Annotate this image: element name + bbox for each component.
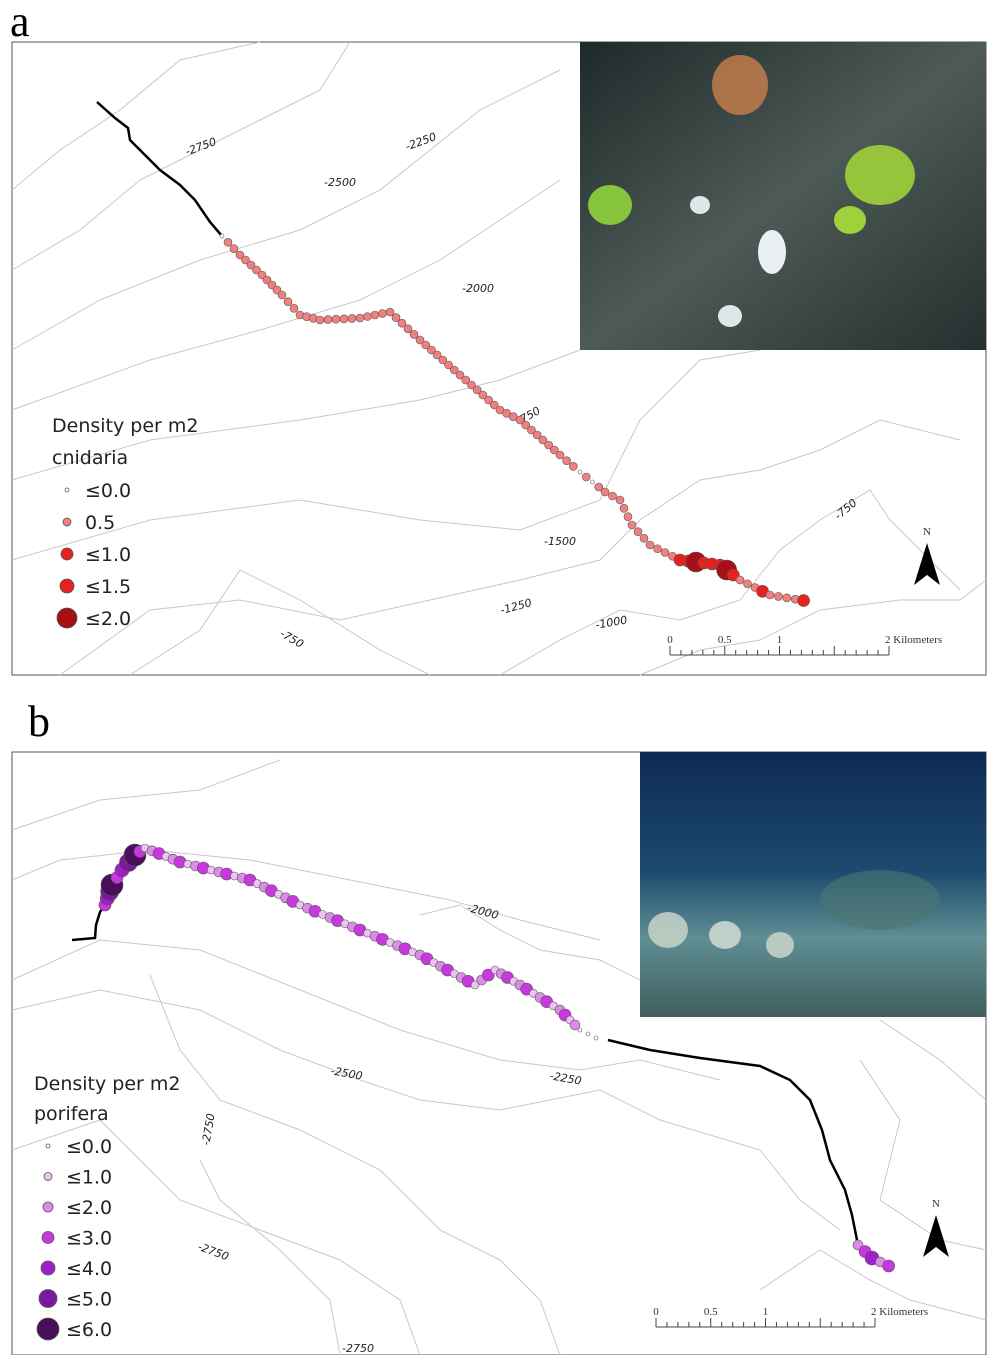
sample-point bbox=[883, 1260, 895, 1272]
sample-point bbox=[586, 1032, 590, 1036]
legend-label: 0.5 bbox=[85, 512, 115, 534]
sample-point bbox=[290, 304, 298, 312]
legend-symbol bbox=[60, 579, 74, 593]
sample-point bbox=[371, 311, 379, 319]
sample-point bbox=[284, 298, 292, 306]
legend-symbol bbox=[43, 1202, 53, 1212]
sample-point bbox=[620, 504, 628, 512]
sample-point bbox=[379, 310, 387, 318]
seafloor-photo bbox=[640, 752, 986, 1017]
sample-point bbox=[744, 580, 752, 588]
sample-point bbox=[582, 473, 590, 481]
sample-point bbox=[340, 315, 348, 323]
sample-point bbox=[616, 496, 624, 504]
legend-symbol bbox=[65, 488, 69, 492]
contour-label: -2750 bbox=[342, 1342, 374, 1355]
sample-point bbox=[783, 594, 791, 602]
sample-point bbox=[563, 457, 571, 465]
legend-symbol bbox=[63, 518, 71, 526]
scale-label: 1 bbox=[763, 1306, 769, 1318]
sample-point bbox=[628, 521, 636, 529]
sample-point bbox=[609, 492, 617, 500]
sample-point bbox=[591, 480, 595, 484]
legend-symbol bbox=[41, 1261, 55, 1275]
scale-label: 2 Kilometers bbox=[871, 1306, 928, 1318]
legend-label: ≤2.0 bbox=[85, 608, 131, 630]
panel-label: a bbox=[10, 0, 30, 46]
sample-point bbox=[774, 592, 782, 600]
legend-label: ≤1.5 bbox=[85, 576, 131, 598]
sample-point bbox=[766, 591, 774, 599]
legend-label: ≤6.0 bbox=[66, 1319, 112, 1341]
sample-point bbox=[736, 576, 744, 584]
sample-point bbox=[640, 534, 648, 542]
sample-point bbox=[594, 1036, 598, 1040]
legend-symbol bbox=[61, 548, 73, 560]
legend-title: Density per m2 bbox=[34, 1073, 180, 1095]
scale-label: 0 bbox=[653, 1306, 659, 1318]
legend-label: ≤3.0 bbox=[66, 1228, 112, 1250]
legend-label: ≤0.0 bbox=[85, 480, 131, 502]
sample-point bbox=[278, 291, 286, 299]
sample-point bbox=[654, 545, 662, 553]
sample-point bbox=[661, 549, 669, 557]
sample-point bbox=[624, 513, 632, 521]
sample-point bbox=[646, 541, 654, 549]
sample-point bbox=[224, 238, 232, 246]
legend-label: ≤2.0 bbox=[66, 1197, 112, 1219]
contour-label: -2500 bbox=[324, 176, 356, 189]
legend-symbol bbox=[44, 1173, 52, 1181]
sample-point bbox=[556, 451, 564, 459]
sample-point bbox=[601, 488, 609, 496]
figure: a -2750-2250-2500-2000750-750-1500-1250-… bbox=[0, 0, 987, 1355]
legend-label: ≤1.0 bbox=[66, 1167, 112, 1189]
sample-point bbox=[230, 245, 238, 253]
legend-symbol bbox=[39, 1290, 57, 1308]
contour-label: -2000 bbox=[462, 282, 494, 295]
sample-point bbox=[578, 470, 582, 474]
legend-symbol bbox=[46, 1144, 50, 1148]
north-label: N bbox=[923, 526, 931, 538]
scale-label: 1 bbox=[777, 634, 783, 646]
sample-point bbox=[220, 234, 224, 238]
sample-point bbox=[634, 528, 642, 536]
legend-taxon: cnidaria bbox=[52, 447, 128, 469]
sample-point bbox=[332, 315, 340, 323]
seafloor-photo bbox=[580, 42, 986, 350]
legend-label: ≤0.0 bbox=[66, 1136, 112, 1158]
panel-label: b bbox=[28, 697, 50, 746]
north-label: N bbox=[932, 1198, 940, 1210]
scale-label: 0.5 bbox=[704, 1306, 718, 1318]
sample-point bbox=[798, 595, 810, 607]
sample-point bbox=[364, 313, 372, 321]
scale-label: 2 Kilometers bbox=[885, 634, 942, 646]
scale-label: 0 bbox=[667, 634, 673, 646]
legend-symbol bbox=[42, 1232, 54, 1244]
legend-taxon: porifera bbox=[34, 1103, 109, 1125]
legend-label: ≤4.0 bbox=[66, 1258, 112, 1280]
sample-point bbox=[316, 316, 324, 324]
legend-symbol bbox=[57, 608, 77, 628]
contour-label: -1500 bbox=[544, 535, 576, 548]
scale-label: 0.5 bbox=[718, 634, 732, 646]
legend-symbol bbox=[37, 1318, 59, 1340]
legend-label: ≤1.0 bbox=[85, 544, 131, 566]
sample-point bbox=[356, 314, 364, 322]
sample-point bbox=[569, 462, 577, 470]
legend-label: ≤5.0 bbox=[66, 1289, 112, 1311]
sample-point bbox=[324, 316, 332, 324]
sample-point bbox=[348, 314, 356, 322]
legend-title: Density per m2 bbox=[52, 415, 198, 437]
sample-point bbox=[578, 1028, 582, 1032]
